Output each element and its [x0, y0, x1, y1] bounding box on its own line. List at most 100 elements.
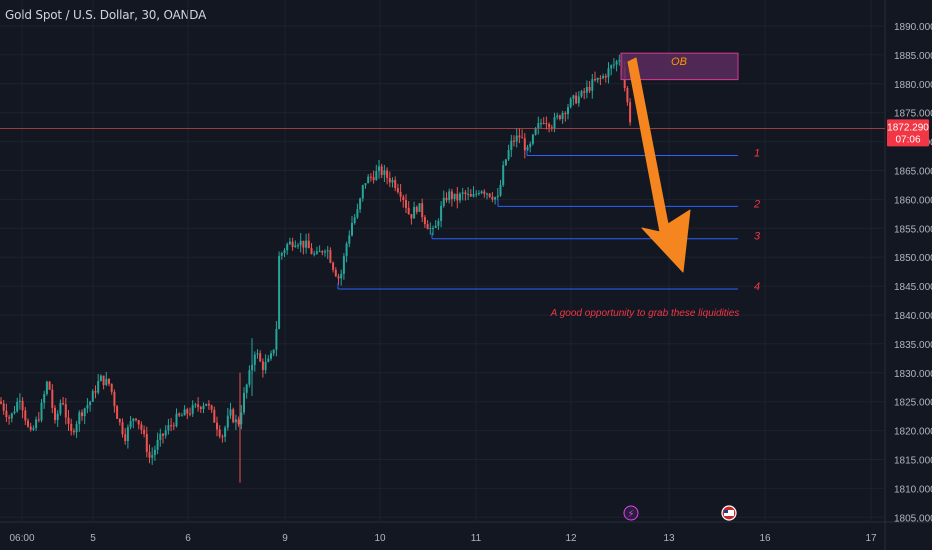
price-tick-label: 1840.000	[894, 311, 932, 322]
price-tick-label: 1860.000	[894, 195, 932, 206]
price-tick-label: 1825.000	[894, 398, 932, 409]
candle-body	[27, 420, 29, 427]
candle-body	[558, 115, 561, 120]
candle-body	[183, 409, 186, 416]
candle-body	[434, 225, 437, 228]
candle-body	[494, 197, 497, 200]
candle-body	[264, 361, 267, 371]
candle-body	[302, 240, 305, 248]
candle-body	[456, 193, 459, 201]
candle-body	[361, 185, 364, 199]
candle-body	[594, 79, 596, 81]
current-price-value: 1872.290	[887, 122, 929, 133]
liquidity-level-label: 2	[753, 198, 760, 210]
candle-body	[194, 404, 197, 406]
price-tick-label: 1855.000	[894, 224, 932, 235]
time-tick-label: 5	[90, 533, 96, 544]
candle-body	[359, 198, 362, 210]
candle-body	[243, 392, 245, 413]
candle-body	[604, 76, 607, 78]
price-tick-label: 1815.000	[894, 456, 932, 467]
candle-body	[81, 412, 83, 417]
candle-body	[199, 407, 202, 410]
liquidity-level-label: 1	[754, 147, 760, 159]
candle-body	[94, 391, 97, 393]
candle-body	[216, 422, 218, 430]
candle-body	[407, 207, 410, 215]
candle-body	[102, 375, 105, 386]
candle-body	[337, 276, 340, 279]
candle-body	[561, 113, 564, 120]
price-tick-label: 1845.000	[894, 282, 932, 293]
candle-body	[151, 455, 154, 458]
candle-body	[18, 400, 21, 402]
candle-body	[37, 419, 40, 421]
liquidity-level-label: 4	[754, 281, 760, 293]
annotations: OB A good opportunity to grab these liqui…	[0, 52, 885, 319]
candle-body	[515, 135, 518, 142]
candle-body	[351, 222, 353, 236]
time-axis[interactable]: 06:00 5 6 9 10 11 12 13 16 17 ⚡	[9, 505, 877, 544]
candle-body	[291, 241, 294, 248]
candle-body	[156, 440, 159, 450]
candle-body	[575, 95, 578, 104]
candle-body	[356, 209, 359, 218]
candle-body	[423, 217, 426, 225]
order-block-zone[interactable]	[620, 52, 739, 81]
candle-body	[418, 203, 421, 212]
candle-body	[442, 197, 445, 206]
candle-body	[56, 413, 59, 421]
candle-body	[240, 412, 243, 425]
candle-body	[504, 159, 507, 166]
candle-body	[167, 425, 170, 431]
candle-body	[286, 244, 289, 251]
candle-body	[531, 134, 534, 144]
candle-body	[615, 61, 618, 65]
candle-body	[318, 251, 321, 253]
candle-body	[86, 405, 89, 409]
time-tick-label: 10	[374, 533, 386, 544]
candle-body	[210, 405, 213, 410]
candle-body	[197, 404, 200, 408]
price-tick-label: 1810.000	[894, 484, 932, 495]
candle-body	[448, 191, 451, 201]
candle-body	[469, 193, 472, 197]
candle-body	[602, 76, 605, 79]
candle-body	[432, 227, 434, 229]
candle-body	[278, 255, 281, 329]
candle-body	[261, 361, 264, 371]
candle-body	[245, 384, 248, 393]
candle-body	[324, 251, 326, 253]
candle-body	[399, 191, 402, 197]
candle-body	[402, 196, 405, 200]
price-tick-label: 1820.000	[894, 427, 932, 438]
candle-body	[224, 427, 227, 437]
candle-body	[629, 102, 632, 123]
candle-body	[429, 228, 432, 230]
candle-body	[148, 451, 151, 458]
time-tick-label: 12	[565, 533, 577, 544]
candle-body	[205, 403, 208, 406]
lightning-icon[interactable]	[623, 505, 639, 521]
candle-body	[342, 255, 345, 274]
price-tick-label: 1875.000	[894, 109, 932, 120]
candle-body	[280, 252, 283, 256]
price-axis[interactable]: 1890.0001885.0001880.0001875.0001870.000…	[887, 22, 932, 524]
liquidity-level-label: 3	[754, 231, 761, 243]
candle-body	[5, 410, 8, 418]
candle-body	[129, 421, 132, 428]
candle-body	[145, 433, 148, 452]
candle-body	[626, 87, 629, 103]
candle-body	[526, 147, 529, 151]
candle-body	[315, 251, 318, 254]
candle-body	[43, 393, 46, 403]
candle-body	[518, 135, 521, 138]
candle-body	[116, 406, 119, 419]
candle-body	[105, 378, 108, 386]
price-tick-label: 1890.000	[894, 22, 932, 33]
candle-body	[72, 431, 75, 433]
candle-body	[237, 419, 240, 425]
candle-body	[567, 107, 569, 115]
